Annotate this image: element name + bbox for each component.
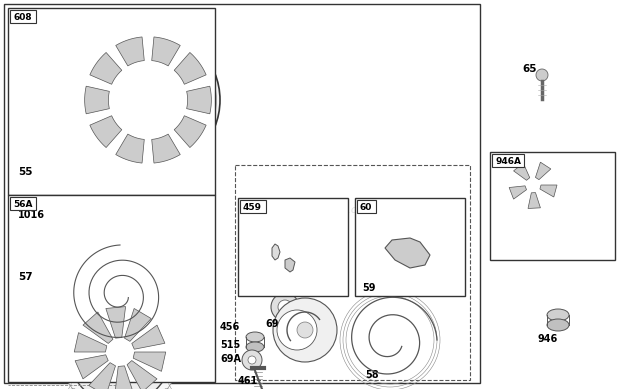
Text: 56A: 56A (13, 200, 32, 209)
Text: 461: 461 (238, 376, 259, 386)
Text: 69A: 69A (220, 354, 241, 364)
Circle shape (68, 300, 172, 389)
Ellipse shape (547, 309, 569, 321)
Bar (10, 10, 35, 23)
Polygon shape (174, 116, 206, 147)
Circle shape (76, 28, 220, 172)
Polygon shape (133, 352, 166, 371)
Polygon shape (187, 86, 211, 114)
Circle shape (550, 205, 560, 215)
Circle shape (545, 200, 565, 220)
Circle shape (558, 208, 572, 222)
Circle shape (92, 200, 148, 256)
Circle shape (60, 168, 180, 288)
Text: 946: 946 (537, 334, 557, 344)
Text: 456: 456 (220, 322, 241, 332)
Polygon shape (125, 308, 151, 342)
Text: eReplacementParts.com: eReplacementParts.com (246, 205, 374, 215)
Polygon shape (540, 185, 557, 197)
Circle shape (60, 292, 180, 389)
Bar (492, 154, 524, 167)
Polygon shape (152, 134, 180, 163)
Circle shape (525, 177, 541, 193)
Circle shape (278, 300, 292, 314)
Circle shape (273, 298, 337, 362)
Circle shape (106, 214, 134, 242)
Polygon shape (116, 37, 144, 66)
Bar (10, 197, 35, 210)
Polygon shape (90, 116, 122, 147)
Polygon shape (74, 333, 107, 352)
Bar (490, 152, 615, 260)
Circle shape (248, 356, 256, 364)
Polygon shape (90, 53, 122, 84)
Text: 59: 59 (362, 283, 376, 293)
Polygon shape (272, 244, 280, 260)
Polygon shape (115, 366, 134, 389)
Circle shape (128, 80, 168, 120)
Circle shape (271, 293, 299, 321)
Circle shape (108, 340, 131, 363)
Bar (235, 165, 470, 380)
Text: 60: 60 (360, 203, 373, 212)
Polygon shape (152, 37, 180, 66)
Bar (8, 195, 215, 382)
Circle shape (135, 87, 161, 113)
Polygon shape (385, 238, 430, 268)
Polygon shape (285, 258, 295, 272)
Polygon shape (174, 53, 206, 84)
Bar (357, 200, 376, 213)
Text: 57: 57 (18, 272, 33, 282)
Polygon shape (132, 325, 165, 349)
Bar (240, 200, 265, 213)
Bar (238, 198, 348, 296)
Bar (355, 198, 465, 296)
Text: 946A: 946A (495, 156, 521, 165)
Circle shape (277, 310, 317, 350)
Polygon shape (509, 186, 526, 199)
Polygon shape (116, 134, 144, 163)
Bar (4, 4, 480, 383)
Polygon shape (528, 193, 541, 209)
Circle shape (242, 350, 262, 370)
Polygon shape (89, 363, 115, 389)
Polygon shape (536, 162, 551, 180)
Polygon shape (85, 86, 109, 114)
Text: 55: 55 (18, 167, 32, 177)
Ellipse shape (547, 319, 569, 331)
Circle shape (85, 177, 95, 187)
Text: 69: 69 (265, 319, 278, 329)
Polygon shape (83, 312, 113, 343)
Text: 65: 65 (522, 64, 536, 74)
Text: 58: 58 (365, 370, 379, 380)
Ellipse shape (246, 332, 264, 342)
Polygon shape (513, 163, 529, 180)
Bar (8, 8, 215, 195)
Circle shape (141, 93, 154, 107)
Circle shape (536, 69, 548, 81)
Circle shape (201, 177, 211, 187)
Polygon shape (127, 361, 157, 389)
Circle shape (297, 322, 313, 338)
Text: 459: 459 (243, 203, 262, 212)
Text: 1016: 1016 (18, 210, 45, 220)
Text: 515: 515 (220, 340, 241, 350)
Text: 608: 608 (13, 12, 32, 21)
Polygon shape (106, 307, 126, 338)
Polygon shape (75, 355, 108, 379)
Circle shape (115, 347, 125, 357)
Ellipse shape (246, 342, 264, 352)
